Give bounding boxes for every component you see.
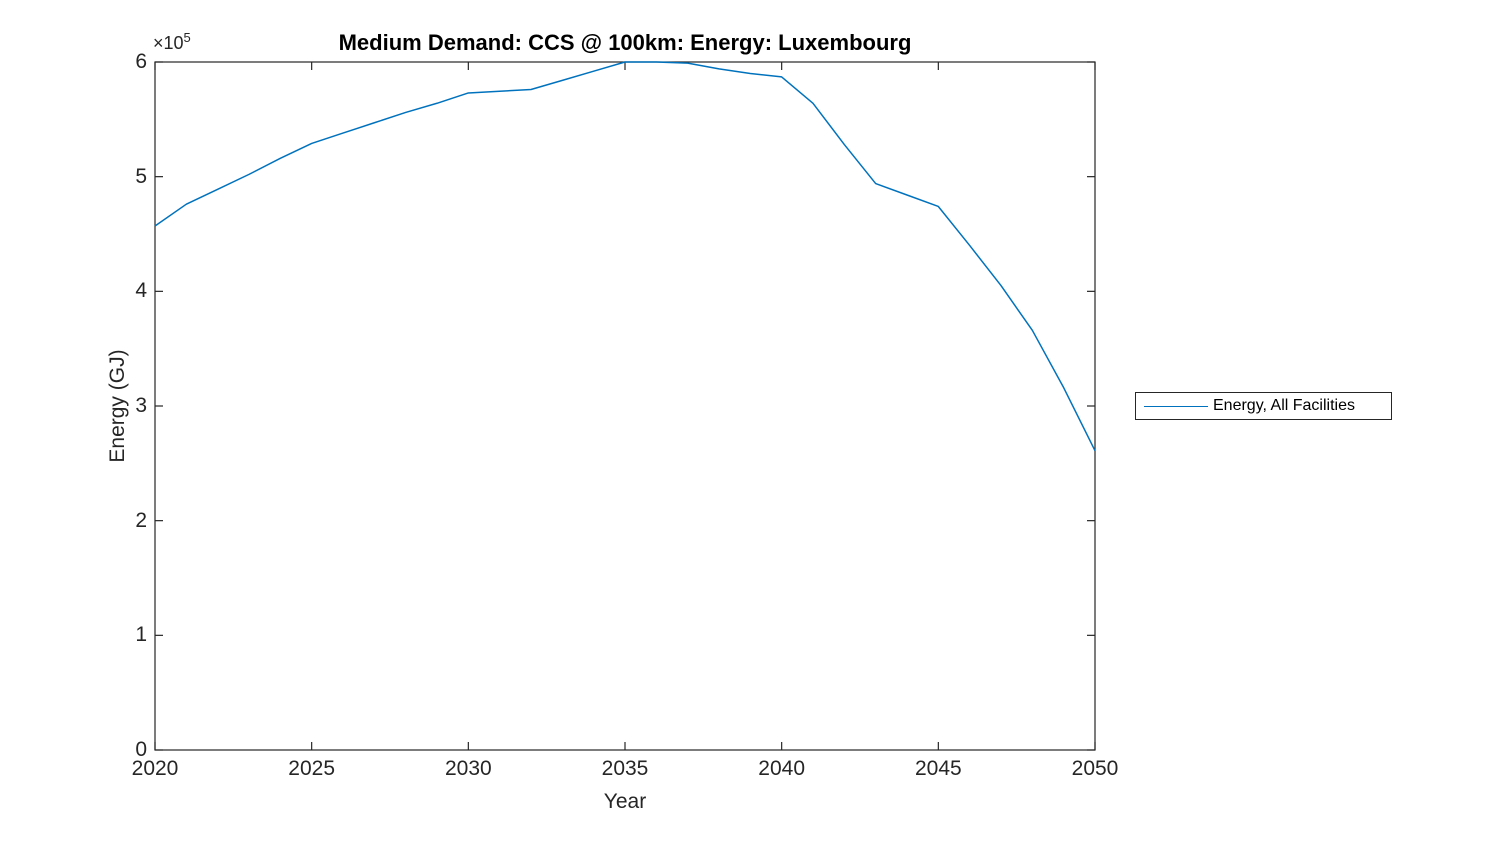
y-tick-label: 5 (135, 164, 147, 188)
x-tick-label: 2040 (758, 757, 806, 780)
x-tick-label: 2045 (914, 757, 962, 780)
y-tick-label: 4 (135, 279, 147, 303)
energy-series-line (154, 61, 1096, 452)
y-axis-exponent: ×105 (153, 30, 191, 54)
x-axis-label: Year (603, 790, 647, 813)
legend-line-sample (1144, 405, 1208, 407)
y-axis-exponent-base: ×10 (153, 33, 184, 53)
x-tick-label: 2025 (288, 757, 336, 780)
y-axis-exponent-power: 5 (183, 30, 191, 45)
y-tick-label: 3 (135, 394, 147, 417)
plot-box (154, 61, 1096, 751)
axis-ticks (154, 61, 1096, 751)
chart-title: Medium Demand: CCS @ 100km: Energy: Luxe… (338, 30, 912, 55)
y-tick-label: 6 (135, 50, 147, 73)
y-tick-label: 0 (135, 738, 147, 761)
legend-entry-label: Energy, All Facilities (1213, 397, 1355, 414)
x-tick-label: 2035 (601, 757, 649, 780)
x-tick-label: 2020 (131, 757, 179, 780)
x-tick-label: 2030 (444, 757, 492, 780)
x-tick-label: 2050 (1071, 757, 1119, 780)
legend: Energy, All Facilities (1135, 392, 1392, 420)
y-tick-label: 2 (135, 508, 147, 532)
y-tick-label: 1 (135, 623, 147, 647)
